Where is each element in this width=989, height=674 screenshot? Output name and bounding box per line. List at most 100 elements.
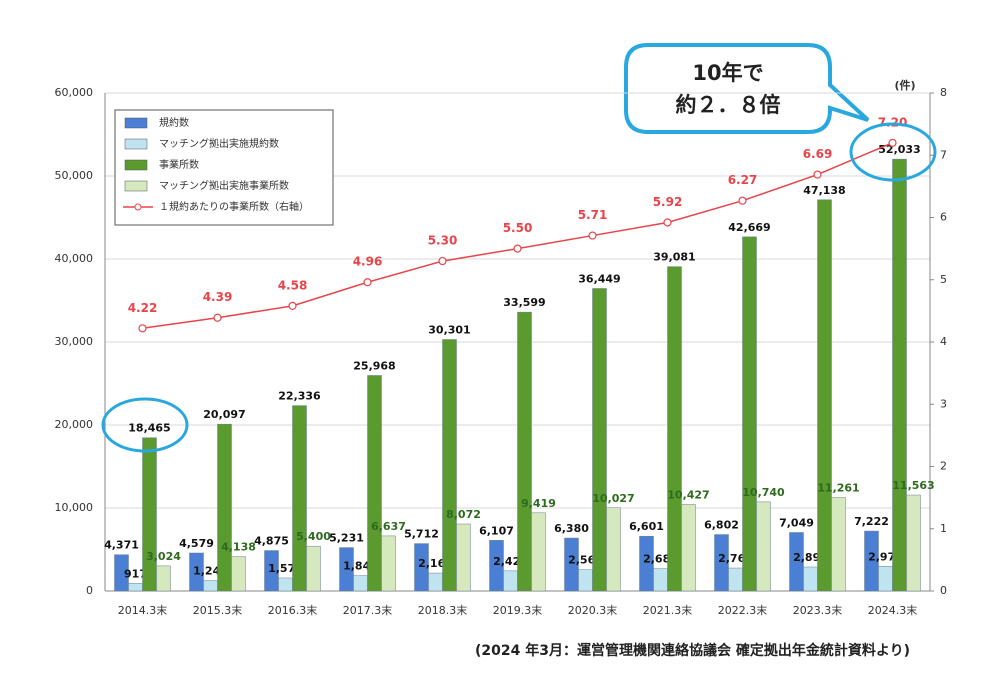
callout-text: 約２．８倍 [676,93,781,117]
bar [489,540,504,592]
bar [517,311,532,592]
legend-swatch [124,117,148,129]
legend-label: 規約数 [159,116,189,129]
line-label: 5.71 [578,208,608,222]
bar [128,583,143,592]
y-tick-label: 40,000 [55,252,94,265]
legend-label: １規約あたりの事業所数（右軸） [159,200,309,213]
data-label: 42,669 [728,221,770,234]
bar [142,437,157,592]
line-point [288,301,297,310]
bar [428,572,443,592]
bar [592,288,607,592]
bar [306,545,321,592]
data-label: 11,563 [892,479,934,492]
y-tick-label: 30,000 [55,335,94,348]
bar [681,504,696,592]
data-label: 39,081 [653,251,695,264]
data-label: 5,231 [329,532,364,545]
data-label: 10,427 [667,488,709,501]
bar [667,266,682,592]
line-point [813,170,822,179]
data-label: 52,033 [878,143,920,156]
bar [156,565,171,592]
bar [353,575,368,592]
bar [831,497,846,592]
data-label: 4,579 [179,537,214,550]
bar [606,507,621,592]
bar [906,494,921,592]
line-label: 5.92 [653,195,683,209]
data-label: 6,601 [629,520,664,533]
x-tick-label: 2018.3末 [418,603,468,617]
bar [817,199,832,592]
data-label: 9,419 [521,497,556,510]
bar [714,534,729,592]
bar [578,569,593,592]
legend-swatch [124,159,148,171]
bar [203,580,218,592]
x-tick-label: 2015.3末 [193,603,243,617]
y-tick-label: 20,000 [55,418,94,431]
line-point [213,313,222,322]
data-label: 11,261 [817,482,859,495]
x-tick-label: 2023.3末 [793,603,843,617]
line-label: 4.58 [278,278,308,292]
bar [381,535,396,592]
legend-swatch [124,138,148,150]
callout-text: 10年で [692,61,763,85]
line-point [738,196,747,205]
data-label: 7,049 [779,516,814,529]
bar [564,537,579,592]
legend-box [114,109,334,226]
y2-tick-label: 3 [940,397,947,410]
line-label: 6.27 [728,173,758,187]
line-point [588,231,597,240]
data-label: 5,712 [404,528,439,541]
data-label: 5,400 [296,530,331,543]
line-label: 4.96 [353,255,383,269]
data-label: 25,968 [353,359,395,372]
legend-swatch [124,180,148,192]
bar [503,570,518,592]
data-label: 917 [124,567,147,580]
data-label: 8,072 [446,508,481,521]
line-label: 4.22 [128,301,158,315]
data-label: 47,138 [803,184,845,197]
bar [531,512,546,592]
bar [367,375,382,592]
data-label: 4,138 [221,541,256,554]
data-label: 4,875 [254,535,289,548]
line-label: 5.50 [503,221,533,235]
y-tick-label: 10,000 [55,501,94,514]
bar [803,566,818,592]
line-label: 4.39 [203,290,233,304]
bar [114,554,129,592]
y2-tick-label: 8 [940,86,947,99]
y2-tick-label: 1 [940,522,947,535]
data-label: 6,107 [479,524,514,537]
line-point [513,244,522,253]
x-tick-label: 2022.3末 [718,603,768,617]
line-label: 5.30 [428,234,458,248]
line-label: 7.20 [878,115,908,129]
y2-tick-label: 7 [940,148,947,161]
data-label: 18,465 [128,422,170,435]
bar [189,552,204,592]
bar [217,423,232,592]
bar [789,532,804,592]
bar [878,566,893,592]
line-point [888,138,897,147]
line-point [138,324,147,333]
data-label: 10,027 [592,492,634,505]
line-point [438,256,447,266]
bar [278,577,293,592]
y2-tick-label: 2 [940,460,947,473]
bar [728,567,743,592]
line-point [663,218,672,227]
line-label: 6.69 [803,147,833,161]
x-tick-label: 2017.3末 [343,603,393,617]
bar [264,550,279,592]
x-tick-label: 2014.3末 [118,603,168,617]
